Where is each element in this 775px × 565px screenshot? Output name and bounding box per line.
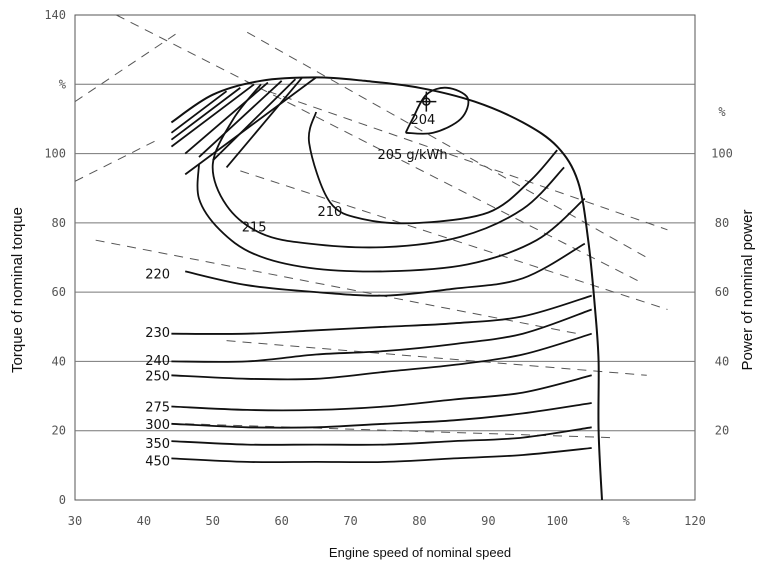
y2-tick-label: 80 bbox=[715, 216, 729, 230]
x-tick-label: 40 bbox=[137, 514, 151, 528]
x-tick-label: 80 bbox=[412, 514, 426, 528]
contour-label: 230 bbox=[145, 326, 170, 341]
contour-label: 240 bbox=[145, 354, 170, 369]
contour-label: 250 bbox=[145, 369, 170, 384]
contour-215 bbox=[197, 164, 584, 272]
y-tick-label: 20 bbox=[52, 424, 66, 438]
x-tick-label: 60 bbox=[274, 514, 288, 528]
contour-label: 210 bbox=[317, 205, 342, 220]
y2-tick-label: 40 bbox=[715, 354, 729, 368]
contour-275 bbox=[171, 375, 591, 410]
hatch-line bbox=[185, 77, 316, 174]
contour-label: 220 bbox=[145, 267, 170, 282]
bsfc-contours bbox=[171, 84, 591, 462]
x-tick-label: 30 bbox=[68, 514, 82, 528]
x-axis-title: Engine speed of nominal speed bbox=[329, 545, 511, 560]
contour-label: 204 bbox=[410, 113, 435, 128]
y-tick-label: 80 bbox=[52, 216, 66, 230]
contour-label: 300 bbox=[145, 418, 170, 433]
contour-label: 350 bbox=[145, 437, 170, 452]
contour-450 bbox=[171, 448, 591, 462]
surge-hatch bbox=[171, 77, 316, 174]
hatch-line bbox=[199, 81, 282, 157]
y2-tick-label: 20 bbox=[715, 424, 729, 438]
contour-205 bbox=[309, 112, 557, 223]
x-tick-label: % bbox=[622, 514, 630, 528]
contour-label: 450 bbox=[145, 454, 170, 469]
y2-tick-labels: 20 40 60 80 100% bbox=[711, 105, 733, 438]
contour-label: 205 g/kWh bbox=[377, 148, 447, 163]
y2-axis-title: Power of nominal power bbox=[739, 210, 756, 371]
y2-tick-label: 100 bbox=[711, 147, 733, 161]
x-tick-label: 100 bbox=[546, 514, 568, 528]
y-tick-label: % bbox=[59, 77, 67, 91]
contour-240 bbox=[171, 310, 591, 362]
y-tick-label: 40 bbox=[52, 354, 66, 368]
contour-230 bbox=[171, 296, 591, 334]
power-line bbox=[75, 140, 158, 182]
y-tick-labels: 0 20 40 60 80 100% 140 bbox=[44, 8, 66, 507]
y-axis-title: Torque of nominal torque bbox=[9, 207, 26, 373]
x-tick-labels: 30 40 50 60 70 80 90 100% 120 bbox=[68, 514, 706, 528]
contour-label: 275 bbox=[145, 401, 170, 416]
x-tick-label: 70 bbox=[343, 514, 357, 528]
y-tick-label: 100 bbox=[44, 147, 66, 161]
y2-tick-label: % bbox=[718, 105, 726, 119]
x-tick-label: 120 bbox=[684, 514, 706, 528]
y-tick-label: 0 bbox=[59, 493, 66, 507]
y-tick-label: 60 bbox=[52, 285, 66, 299]
x-tick-label: 90 bbox=[481, 514, 495, 528]
x-tick-label: 50 bbox=[206, 514, 220, 528]
contour-250 bbox=[171, 334, 591, 380]
power-line bbox=[75, 32, 178, 101]
operating-point-marker bbox=[416, 92, 436, 112]
y-tick-label: 140 bbox=[44, 8, 66, 22]
y2-tick-label: 60 bbox=[715, 285, 729, 299]
contour-label: 215 bbox=[242, 221, 267, 236]
